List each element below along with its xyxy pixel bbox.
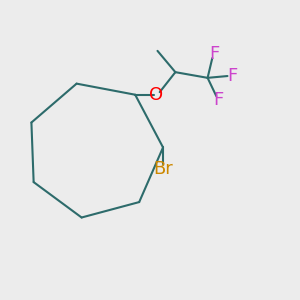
Text: F: F <box>227 67 237 85</box>
Text: F: F <box>213 91 223 109</box>
Text: F: F <box>209 45 219 63</box>
Text: Br: Br <box>153 160 173 178</box>
Text: O: O <box>149 86 164 104</box>
